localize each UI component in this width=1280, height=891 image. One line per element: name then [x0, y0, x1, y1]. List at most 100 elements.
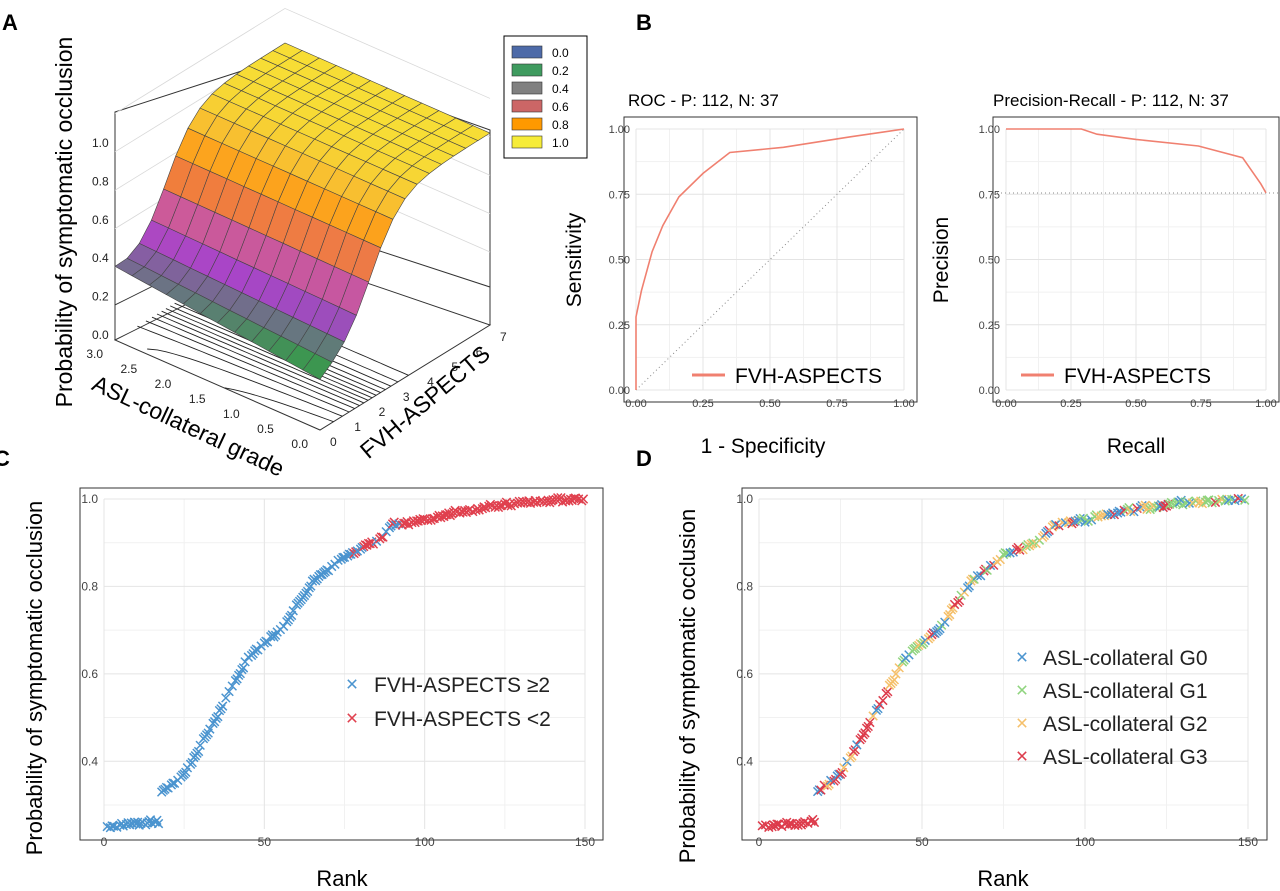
x-tick-label: 0.00: [625, 398, 646, 410]
contour-line: [161, 310, 369, 401]
panel-d-scatter: 0 50 100 150 0.4 0.6 0.8 1.0 Rank Probability o…: [675, 487, 1268, 891]
roc-title: ROC - P: 112, N: 37: [628, 91, 779, 110]
y-tick-label: 2: [379, 405, 386, 419]
x-tick-label: 0.50: [759, 398, 780, 410]
y-tick-label: 0.4: [736, 754, 753, 768]
legend-label: 0.6: [552, 100, 569, 114]
y-tick-label: 6: [476, 345, 483, 359]
x-tick-label: 0: [756, 835, 763, 849]
y-tick-label: 0.8: [736, 579, 753, 593]
d-ylabel: Probability of symptomatic occlusion: [675, 509, 700, 864]
legend-label: 0.2: [552, 64, 569, 78]
x-tick-label: 150: [1238, 835, 1258, 849]
point-asl-g3: [816, 785, 826, 795]
y-tick-label: 1.00: [609, 124, 630, 136]
y-tick-label: 0.50: [609, 255, 630, 267]
legend-label: ASL-collateral G0: [1043, 647, 1208, 670]
point-asl-g2: [889, 675, 900, 685]
point-fvh-ge2: [168, 778, 178, 788]
legend-label: ASL-collateral G2: [1043, 713, 1208, 736]
point-asl-g0: [940, 617, 950, 627]
y-tick-label: 4: [427, 375, 434, 389]
y-tick-label: 0.50: [979, 255, 1000, 267]
c-legend: FVH-ASPECTS ≥2 FVH-ASPECTS <2: [347, 674, 551, 731]
z-tick-label: 0.6: [92, 213, 109, 227]
point-asl-g0: [985, 560, 996, 571]
legend-label: FVH-ASPECTS ≥2: [374, 674, 550, 697]
point-asl-g1: [1028, 538, 1038, 548]
x-tick-label: 0.25: [1060, 398, 1081, 410]
y-tick-label: 3: [403, 390, 410, 404]
point-asl-g2: [894, 663, 904, 673]
z-tick-label: 0.0: [92, 328, 109, 342]
point-fvh-ge2: [205, 724, 215, 734]
point-asl-g3: [772, 819, 782, 829]
point-fvh-ge2: [216, 704, 226, 714]
y-tick-label: 1.0: [81, 492, 98, 506]
legend-label: ASL-collateral G3: [1043, 746, 1208, 769]
surface-legend: 0.0 0.2 0.4 0.6 0.8 1.0: [503, 35, 588, 159]
pr-xlabel: Recall: [1107, 435, 1165, 458]
pr-legend-label: FVH-ASPECTS: [1064, 365, 1211, 388]
x-tick-label: 50: [915, 835, 929, 849]
point-asl-g0: [1184, 498, 1195, 508]
z-tick-label: 0.4: [92, 251, 109, 265]
contour-line: [165, 308, 373, 399]
z-tick-label: 1.0: [92, 136, 109, 150]
legend-marker: [1017, 685, 1027, 695]
roc-legend-label: FVH-ASPECTS: [735, 365, 882, 388]
panel-a-surface-plot: 0.0 0.2 0.4 0.6 0.8 1.0 0.0 0.5 1.0 1.5 2.0 2.5 3.0 0…: [51, 8, 588, 482]
contour-line: [137, 325, 350, 413]
legend-marker: [347, 713, 357, 723]
y-tick-label: 0.6: [81, 667, 98, 681]
point-fvh-ge2: [333, 555, 343, 566]
x-tick-label: 0.75: [1190, 398, 1211, 410]
point-fvh-ge2: [153, 818, 164, 829]
panel-label-a: A: [2, 10, 18, 35]
point-fvh-ge2: [221, 693, 231, 703]
z-tick-label: 0.2: [92, 290, 109, 304]
roc-xlabel: 1 - Specificity: [701, 435, 826, 458]
y-tick-label: 5: [451, 360, 458, 374]
legend-label: 0.0: [552, 46, 569, 60]
point-asl-g3: [809, 817, 820, 828]
y-tick-label: 0.8: [81, 579, 98, 593]
contour-line: [145, 320, 355, 410]
y-tick-label: 0.00: [979, 385, 1000, 397]
y-axis-label: FVH-ASPECTS: [355, 340, 495, 463]
panel-b-pr-plot: Precision-Recall - P: 112, N: 37 0.00 0.2…: [930, 91, 1280, 458]
point-asl-g2: [891, 669, 901, 679]
legend-swatch: [511, 81, 543, 95]
legend-swatch: [511, 63, 543, 77]
roc-curve: [635, 128, 905, 390]
x-tick-label: 2.5: [120, 362, 137, 376]
panel-label-c: C: [0, 446, 10, 471]
legend-label: 1.0: [552, 136, 569, 150]
legend-label: 0.8: [552, 118, 569, 132]
point-fvh-lt2: [570, 493, 581, 503]
pr-ylabel: Precision: [930, 217, 953, 303]
y-tick-label: 0.00: [609, 385, 630, 397]
x-tick-label: 0: [101, 835, 108, 849]
contour-line: [156, 313, 365, 404]
y-tick-label: 0.25: [609, 320, 630, 332]
point-fvh-ge2: [195, 740, 205, 751]
roc-ylabel: Sensitivity: [563, 212, 586, 307]
x-tick-label: 150: [575, 835, 595, 849]
point-asl-g2: [967, 574, 978, 584]
y-tick-label: 7: [500, 330, 507, 344]
d-xlabel: Rank: [977, 866, 1029, 891]
point-asl-g1: [1240, 495, 1250, 505]
y-tick-label: 1.00: [979, 124, 1000, 136]
legend-label: FVH-ASPECTS <2: [374, 708, 551, 731]
legend-swatch: [511, 117, 543, 131]
x-tick-label: 100: [415, 835, 435, 849]
y-tick-label: 1: [354, 420, 361, 434]
c-xlabel: Rank: [316, 866, 368, 891]
point-asl-g0: [852, 740, 862, 750]
contour-line: [147, 348, 343, 417]
point-asl-g3: [865, 717, 875, 728]
point-fvh-lt2: [378, 532, 388, 542]
y-tick-label: 0.25: [979, 320, 1000, 332]
